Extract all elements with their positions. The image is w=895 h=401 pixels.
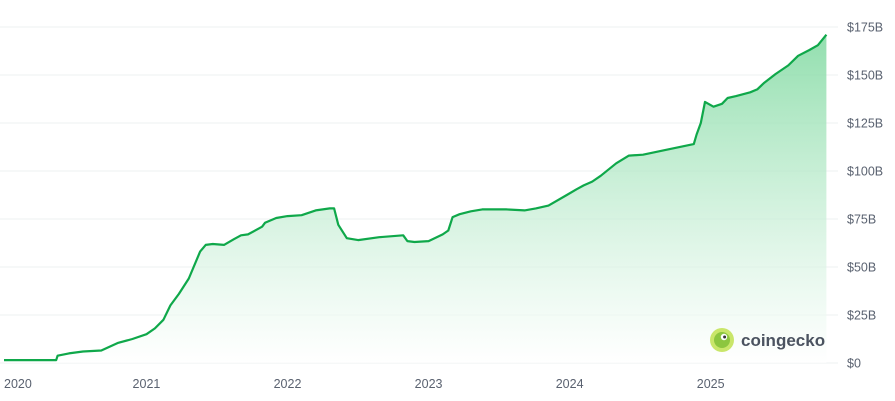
x-tick-label: 2021 [133,377,161,391]
y-tick-label: $125B [847,117,883,131]
x-tick-label: 2022 [274,377,302,391]
y-tick-label: $100B [847,165,883,179]
watermark-text: coingecko [741,331,825,350]
coingecko-watermark: coingecko [710,328,825,352]
x-tick-label: 2024 [556,377,584,391]
y-axis-ticks: $0 $25B $50B $75B $100B $125B $150B $175B [847,21,883,371]
y-tick-label: $50B [847,261,876,275]
series-line [4,34,828,362]
gecko-logo-icon [710,328,734,352]
y-tick-label: $150B [847,69,883,83]
x-tick-label: 2023 [415,377,443,391]
y-tick-label: $175B [847,21,883,35]
x-tick-label: 2025 [697,377,725,391]
area-fill [4,34,827,363]
x-tick-label: 2020 [4,377,32,391]
y-tick-label: $0 [847,357,861,371]
y-tick-label: $25B [847,309,876,323]
x-axis-ticks: 2020 2021 2022 2023 2024 2025 [4,377,725,391]
y-tick-label: $75B [847,213,876,227]
